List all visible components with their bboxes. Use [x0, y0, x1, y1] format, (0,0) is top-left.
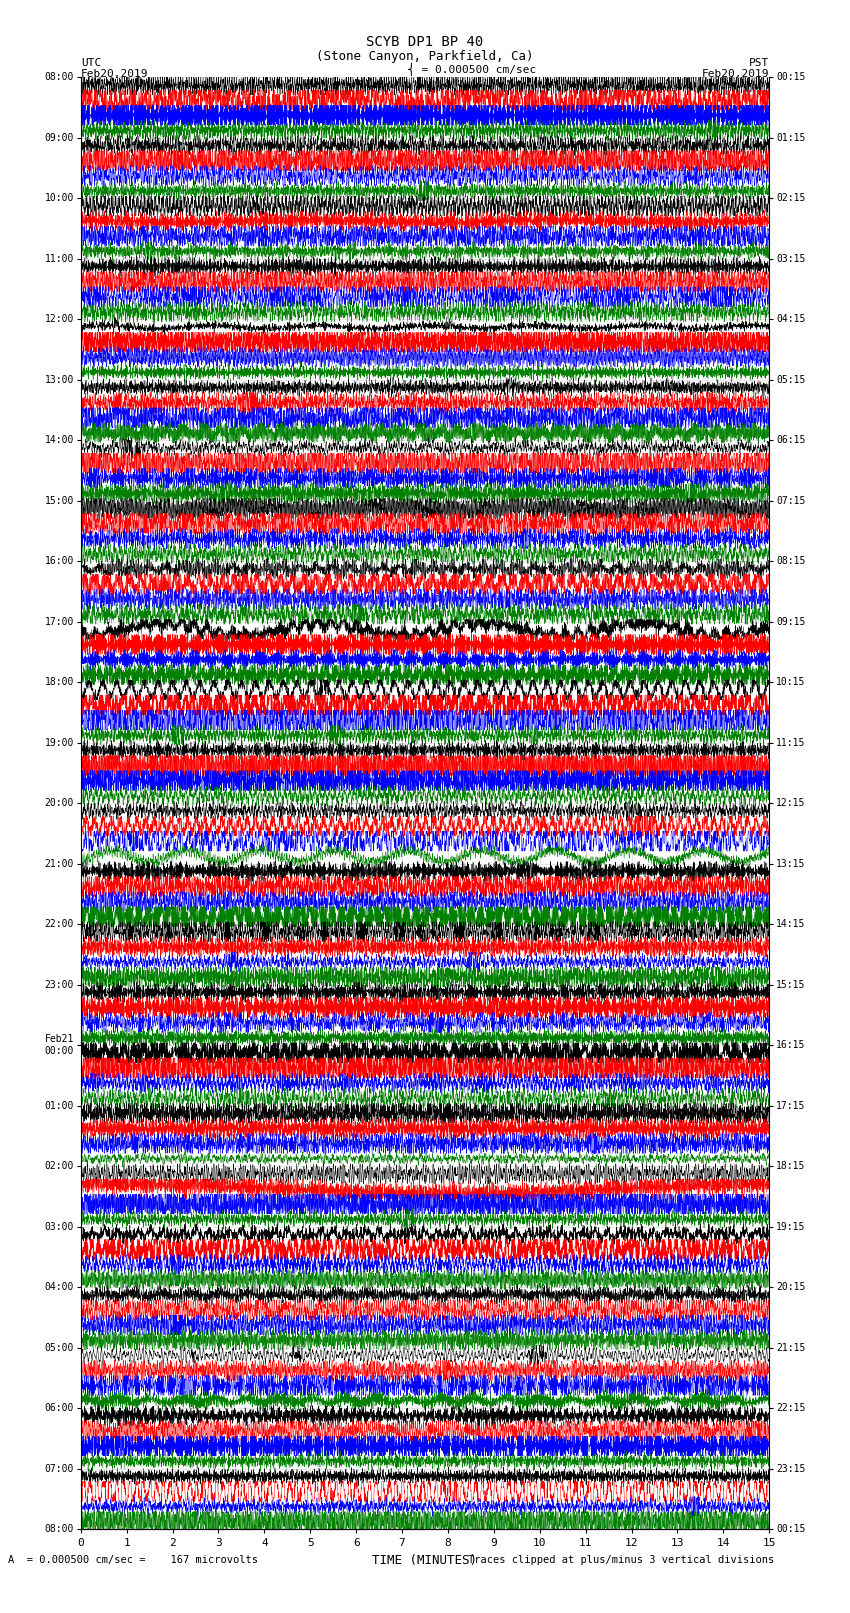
- X-axis label: TIME (MINUTES): TIME (MINUTES): [372, 1553, 478, 1566]
- Text: PST: PST: [749, 58, 769, 68]
- Text: (Stone Canyon, Parkfield, Ca): (Stone Canyon, Parkfield, Ca): [316, 50, 534, 63]
- Text: Traces clipped at plus/minus 3 vertical divisions: Traces clipped at plus/minus 3 vertical …: [468, 1555, 774, 1565]
- Text: UTC: UTC: [81, 58, 101, 68]
- Text: A  = 0.000500 cm/sec =    167 microvolts: A = 0.000500 cm/sec = 167 microvolts: [8, 1555, 258, 1565]
- Text: Feb20,2019: Feb20,2019: [81, 69, 148, 79]
- Text: Feb20,2019: Feb20,2019: [702, 69, 769, 79]
- Text: SCYB DP1 BP 40: SCYB DP1 BP 40: [366, 35, 484, 50]
- Text: ⎨ = 0.000500 cm/sec: ⎨ = 0.000500 cm/sec: [408, 63, 536, 76]
